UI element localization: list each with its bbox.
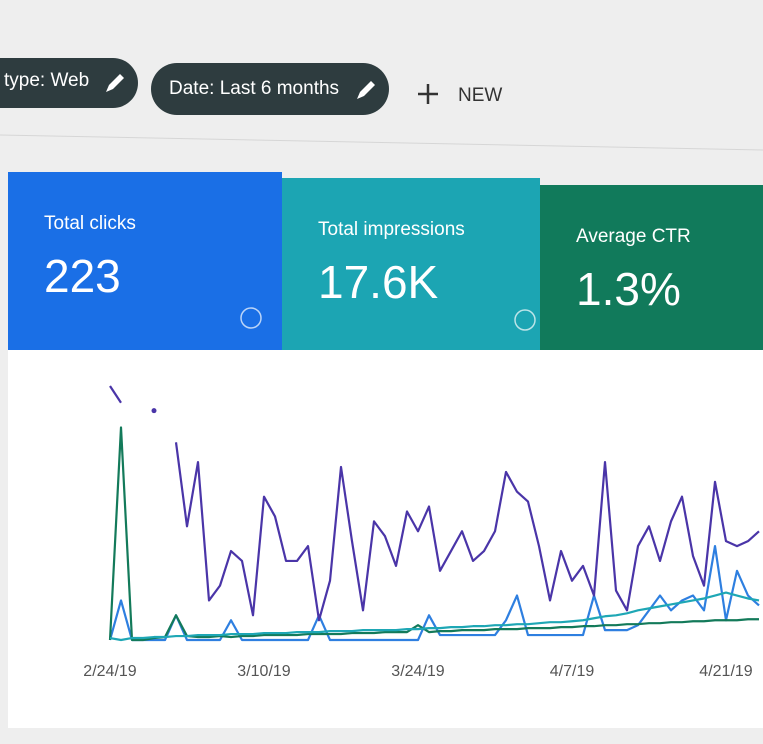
metric-value: 223 [44, 250, 121, 302]
x-tick-label: 4/7/19 [550, 663, 595, 680]
line-point [151, 408, 157, 414]
metric-card [8, 172, 282, 350]
x-tick-label: 4/21/19 [699, 663, 752, 680]
metric-label: Total clicks [44, 213, 136, 234]
x-tick-label: 2/24/19 [83, 663, 136, 680]
toolbar-divider [0, 134, 763, 151]
metric-card [282, 178, 540, 350]
filter-label: type: Web [4, 70, 89, 91]
metric-label: Average CTR [576, 226, 691, 247]
metric-value: 17.6K [318, 256, 439, 308]
help-icon [514, 309, 536, 331]
help-icon [240, 307, 262, 329]
metric-card [540, 185, 763, 350]
line-series [174, 442, 760, 622]
edit-icon [106, 74, 124, 92]
metric-value: 1.3% [576, 263, 681, 315]
plus-icon [418, 84, 438, 104]
filter-chip[interactable] [151, 63, 389, 115]
metric-label: Total impressions [318, 219, 465, 240]
edit-icon [357, 81, 375, 99]
line-series [109, 591, 760, 642]
filter-chip[interactable] [0, 58, 138, 108]
line-series [108, 426, 759, 642]
x-tick-label: 3/24/19 [391, 663, 444, 680]
x-tick-label: 3/10/19 [237, 663, 290, 680]
filter-label: Date: Last 6 months [169, 78, 339, 99]
line-series [109, 385, 122, 404]
new-button[interactable]: NEW [458, 85, 502, 106]
